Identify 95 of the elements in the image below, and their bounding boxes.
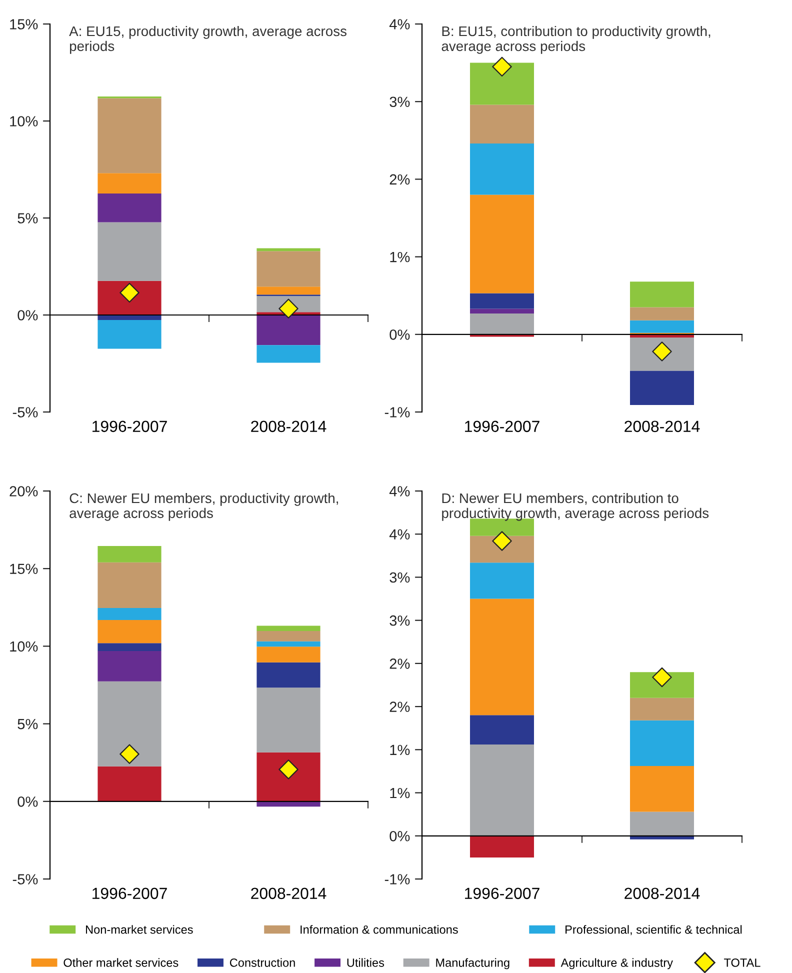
legend-label: TOTAL — [724, 958, 760, 967]
bar — [630, 320, 694, 333]
bar — [256, 345, 320, 363]
bar — [470, 62, 534, 105]
y-tick-label: 4% — [389, 486, 410, 496]
text: A: EU15, productivity growth, average across periods — [69, 26, 346, 54]
y-tick-label: -5% — [12, 407, 38, 418]
y-tick-label: 0% — [18, 310, 38, 320]
bar — [98, 620, 162, 644]
bar — [98, 643, 162, 652]
bar — [98, 280, 162, 315]
y-tick-label: 4% — [389, 19, 410, 30]
legend-label: Other market services — [64, 958, 178, 967]
y-tick-label: 5% — [18, 213, 38, 224]
bar — [470, 144, 534, 195]
bar — [470, 715, 534, 744]
y-tick-label: 3% — [390, 615, 410, 626]
x-tick-label: 1996-2007 — [465, 420, 540, 432]
legend-label: Construction — [230, 958, 295, 967]
x-tick-label: 1996-2007 — [465, 888, 540, 900]
bar — [256, 646, 320, 662]
bar — [256, 251, 320, 287]
text: D: Newer EU members, contribution to productivity growth, average across periods — [442, 492, 709, 521]
y-tick-label: 1% — [390, 788, 410, 798]
x-tick-label: 1996-2007 — [92, 888, 167, 900]
legend-label: Agriculture & industry — [560, 958, 673, 970]
y-tick-label: 0% — [390, 830, 410, 842]
bar — [98, 766, 162, 802]
bar — [470, 104, 534, 144]
bar — [256, 688, 320, 752]
y-tick-label: 10% — [10, 116, 38, 126]
legend-label: Non-market services — [86, 925, 193, 934]
bar — [470, 744, 534, 836]
y-tick-label: 5% — [18, 718, 38, 730]
bar — [98, 562, 162, 608]
bar — [630, 720, 694, 766]
bar — [256, 626, 320, 631]
y-tick-label: 0% — [390, 330, 410, 340]
bar — [256, 630, 320, 642]
text: B: EU15, contribution to productivity growth, average across periods — [442, 26, 710, 54]
bar — [630, 282, 694, 308]
bar — [256, 641, 320, 647]
bar — [256, 315, 320, 346]
bar — [470, 562, 534, 599]
y-tick-label: 1% — [390, 744, 410, 756]
y-tick-label: 15% — [10, 19, 38, 30]
bar — [98, 608, 162, 620]
bar — [470, 836, 534, 858]
bar — [470, 313, 534, 334]
y-tick-label: 3% — [390, 572, 410, 583]
bar — [98, 546, 162, 562]
y-tick-label: 2% — [390, 702, 410, 712]
bar — [98, 320, 162, 349]
bar — [98, 98, 162, 174]
y-tick-label: 15% — [10, 564, 38, 574]
bar — [470, 308, 534, 314]
legend-label: Professional, scientific & technical — [566, 925, 742, 936]
y-tick-label: 3% — [390, 96, 410, 108]
y-tick-label: -1% — [384, 407, 410, 418]
bar — [470, 598, 534, 716]
bar — [256, 662, 320, 688]
legend-label: Manufacturing — [436, 958, 510, 970]
legend-label: Information & communications — [300, 925, 458, 934]
y-tick-label: 2% — [390, 658, 410, 669]
x-tick-label: 2008-2014 — [624, 888, 700, 900]
y-tick-label: 20% — [10, 486, 38, 496]
bar — [98, 173, 162, 194]
x-tick-label: 1996-2007 — [92, 420, 167, 432]
y-tick-label: 0% — [18, 796, 38, 807]
bar — [256, 286, 320, 295]
bar — [98, 315, 162, 320]
bar — [630, 698, 694, 720]
text: C: Newer EU members, productivity growth, average across periods — [70, 492, 338, 521]
bar — [98, 222, 162, 281]
bar — [630, 307, 694, 320]
bar — [630, 370, 694, 406]
y-tick-label: 4% — [389, 529, 410, 540]
bar — [98, 651, 162, 682]
bar — [470, 194, 534, 294]
bar — [630, 812, 694, 836]
y-tick-label: 10% — [10, 641, 38, 652]
y-tick-label: -5% — [12, 874, 38, 884]
x-tick-label: 2008-2014 — [251, 888, 326, 900]
y-tick-label: -1% — [384, 874, 410, 884]
bar — [256, 752, 320, 802]
x-tick-label: 2008-2014 — [251, 420, 326, 432]
legend-label: Utilities — [347, 958, 384, 967]
y-tick-label: 2% — [390, 174, 410, 185]
bar — [98, 681, 162, 766]
bar — [630, 766, 694, 812]
bar — [470, 293, 534, 309]
bar — [98, 194, 162, 222]
y-tick-label: 1% — [390, 252, 410, 262]
x-tick-label: 2008-2014 — [624, 420, 700, 432]
bar — [630, 338, 694, 371]
